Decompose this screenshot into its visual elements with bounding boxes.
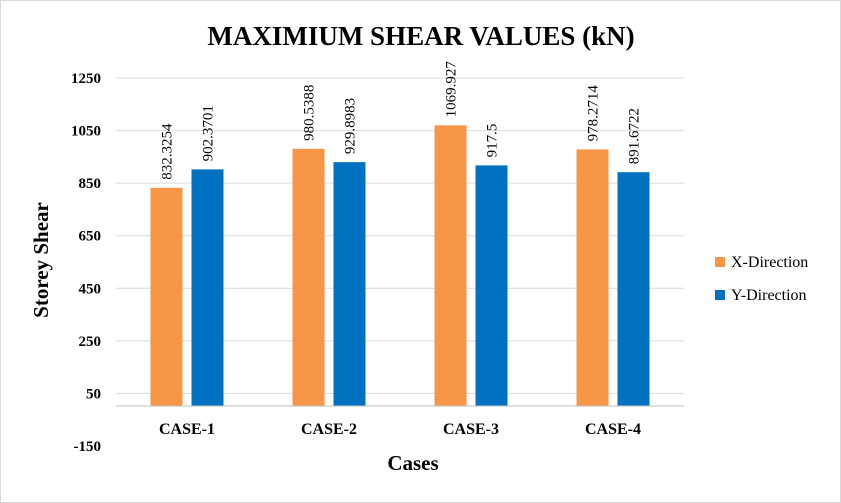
bar-x-direction <box>576 149 609 407</box>
y-tick-label: 650 <box>79 229 102 245</box>
bars <box>150 125 650 407</box>
legend-swatch <box>715 257 725 267</box>
bar-x-direction <box>434 125 467 407</box>
bar-x-direction <box>150 187 183 406</box>
x-axis-title: Cases <box>387 451 438 475</box>
legend-label: Y-Direction <box>731 287 807 304</box>
bar-x-direction <box>292 148 325 406</box>
y-tick-label: 250 <box>79 334 102 350</box>
x-tick-label: CASE-1 <box>159 421 215 438</box>
y-tick-label: 1050 <box>71 124 101 140</box>
bar-y-direction <box>475 165 508 406</box>
y-tick-label: 450 <box>79 281 102 297</box>
legend-swatch <box>715 290 725 300</box>
data-label: 917.5 <box>485 124 501 158</box>
legend-label: X-Direction <box>731 254 808 271</box>
y-axis-title: Storey Shear <box>29 202 53 318</box>
y-tick-label: 850 <box>79 176 102 192</box>
y-tick-label: 1250 <box>71 71 101 87</box>
x-tick-label: CASE-3 <box>443 421 499 438</box>
data-label: 832.3254 <box>160 123 176 180</box>
data-label: 929.8983 <box>343 98 359 154</box>
legend: X-Direction Y-Direction <box>715 254 808 304</box>
y-tick-label: -150 <box>74 439 102 455</box>
data-label: 980.5388 <box>302 85 318 141</box>
y-tick-label: 50 <box>86 386 101 402</box>
bar-y-direction <box>191 169 224 406</box>
axes: 1250 1050 850 650 450 250 50 -150 CASE-1 CASE-2 CA… <box>71 71 684 455</box>
chart-title: MAXIMIUM SHEAR VALUES (kN) <box>207 21 634 51</box>
data-label: 978.2714 <box>586 85 602 142</box>
data-label: 1069.927 <box>444 61 460 118</box>
bar-y-direction <box>333 162 366 406</box>
x-tick-label: CASE-4 <box>585 421 641 438</box>
data-label: 891.6722 <box>627 108 643 164</box>
x-tick-label: CASE-2 <box>301 421 357 438</box>
bar-y-direction <box>617 172 650 406</box>
data-labels: 832.3254 902.3701 980.5388 929.8983 1069.927… <box>160 61 643 180</box>
data-label: 902.3701 <box>201 105 217 161</box>
